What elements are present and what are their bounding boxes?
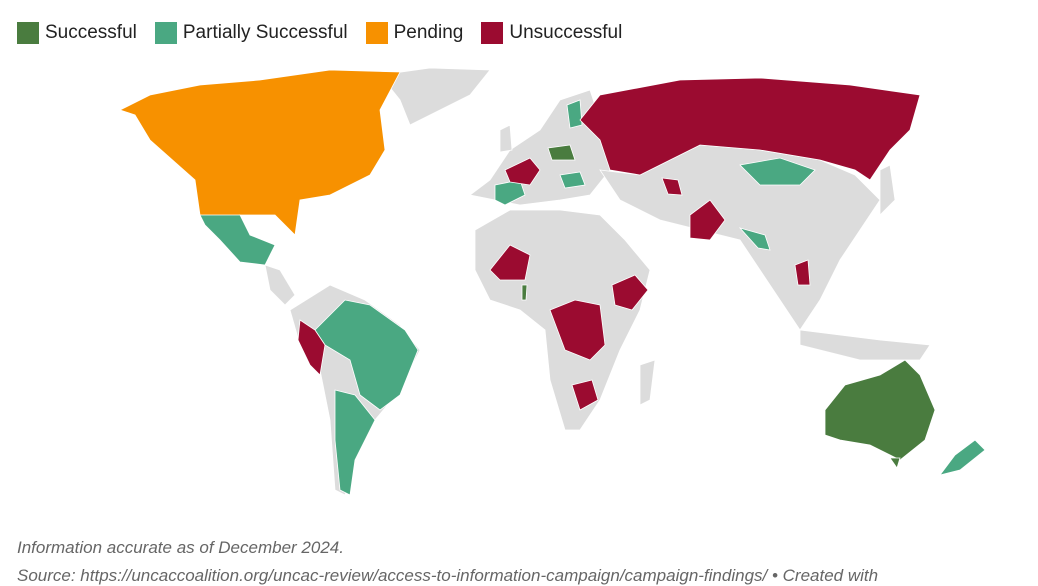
region (611, 274, 649, 311)
legend-item: Partially Successful (154, 22, 348, 44)
region (661, 177, 683, 196)
legend-item: Pending (365, 22, 464, 44)
region (738, 227, 771, 251)
region (489, 244, 531, 281)
region (547, 144, 576, 161)
land (264, 264, 296, 306)
legend: Successful Partially Successful Pending Uns… (17, 22, 622, 44)
legend-swatch (17, 22, 39, 44)
land (879, 164, 896, 216)
region (739, 157, 816, 186)
legend-label: Successful (45, 22, 137, 43)
region (297, 319, 326, 376)
region (549, 299, 606, 361)
region (566, 99, 583, 129)
footnote: Information accurate as of December 2024… (17, 538, 344, 557)
legend-label: Partially Successful (182, 22, 348, 43)
legend-label: Pending (393, 22, 464, 43)
region (794, 259, 811, 286)
region (334, 389, 376, 496)
region (521, 284, 528, 301)
legend-item: Unsuccessful (481, 22, 622, 44)
region (118, 69, 401, 236)
region (689, 199, 726, 241)
region (314, 299, 419, 411)
region (579, 77, 921, 181)
legend-swatch (481, 22, 504, 44)
region (199, 214, 276, 266)
legend-item: Successful (17, 22, 137, 44)
source: Source: https://uncaccoalition.org/uncac… (17, 566, 879, 585)
land (379, 67, 491, 126)
legend-swatch (365, 22, 388, 44)
legend-label: Unsuccessful (509, 22, 623, 43)
land (639, 359, 656, 406)
region (559, 171, 586, 189)
legend-swatch (154, 22, 177, 44)
land (499, 124, 513, 153)
region (889, 457, 901, 469)
land (799, 329, 931, 361)
region (939, 439, 986, 476)
land (469, 89, 611, 206)
status-regions (118, 69, 986, 496)
region (824, 359, 936, 461)
region (571, 379, 599, 411)
region (504, 157, 541, 186)
